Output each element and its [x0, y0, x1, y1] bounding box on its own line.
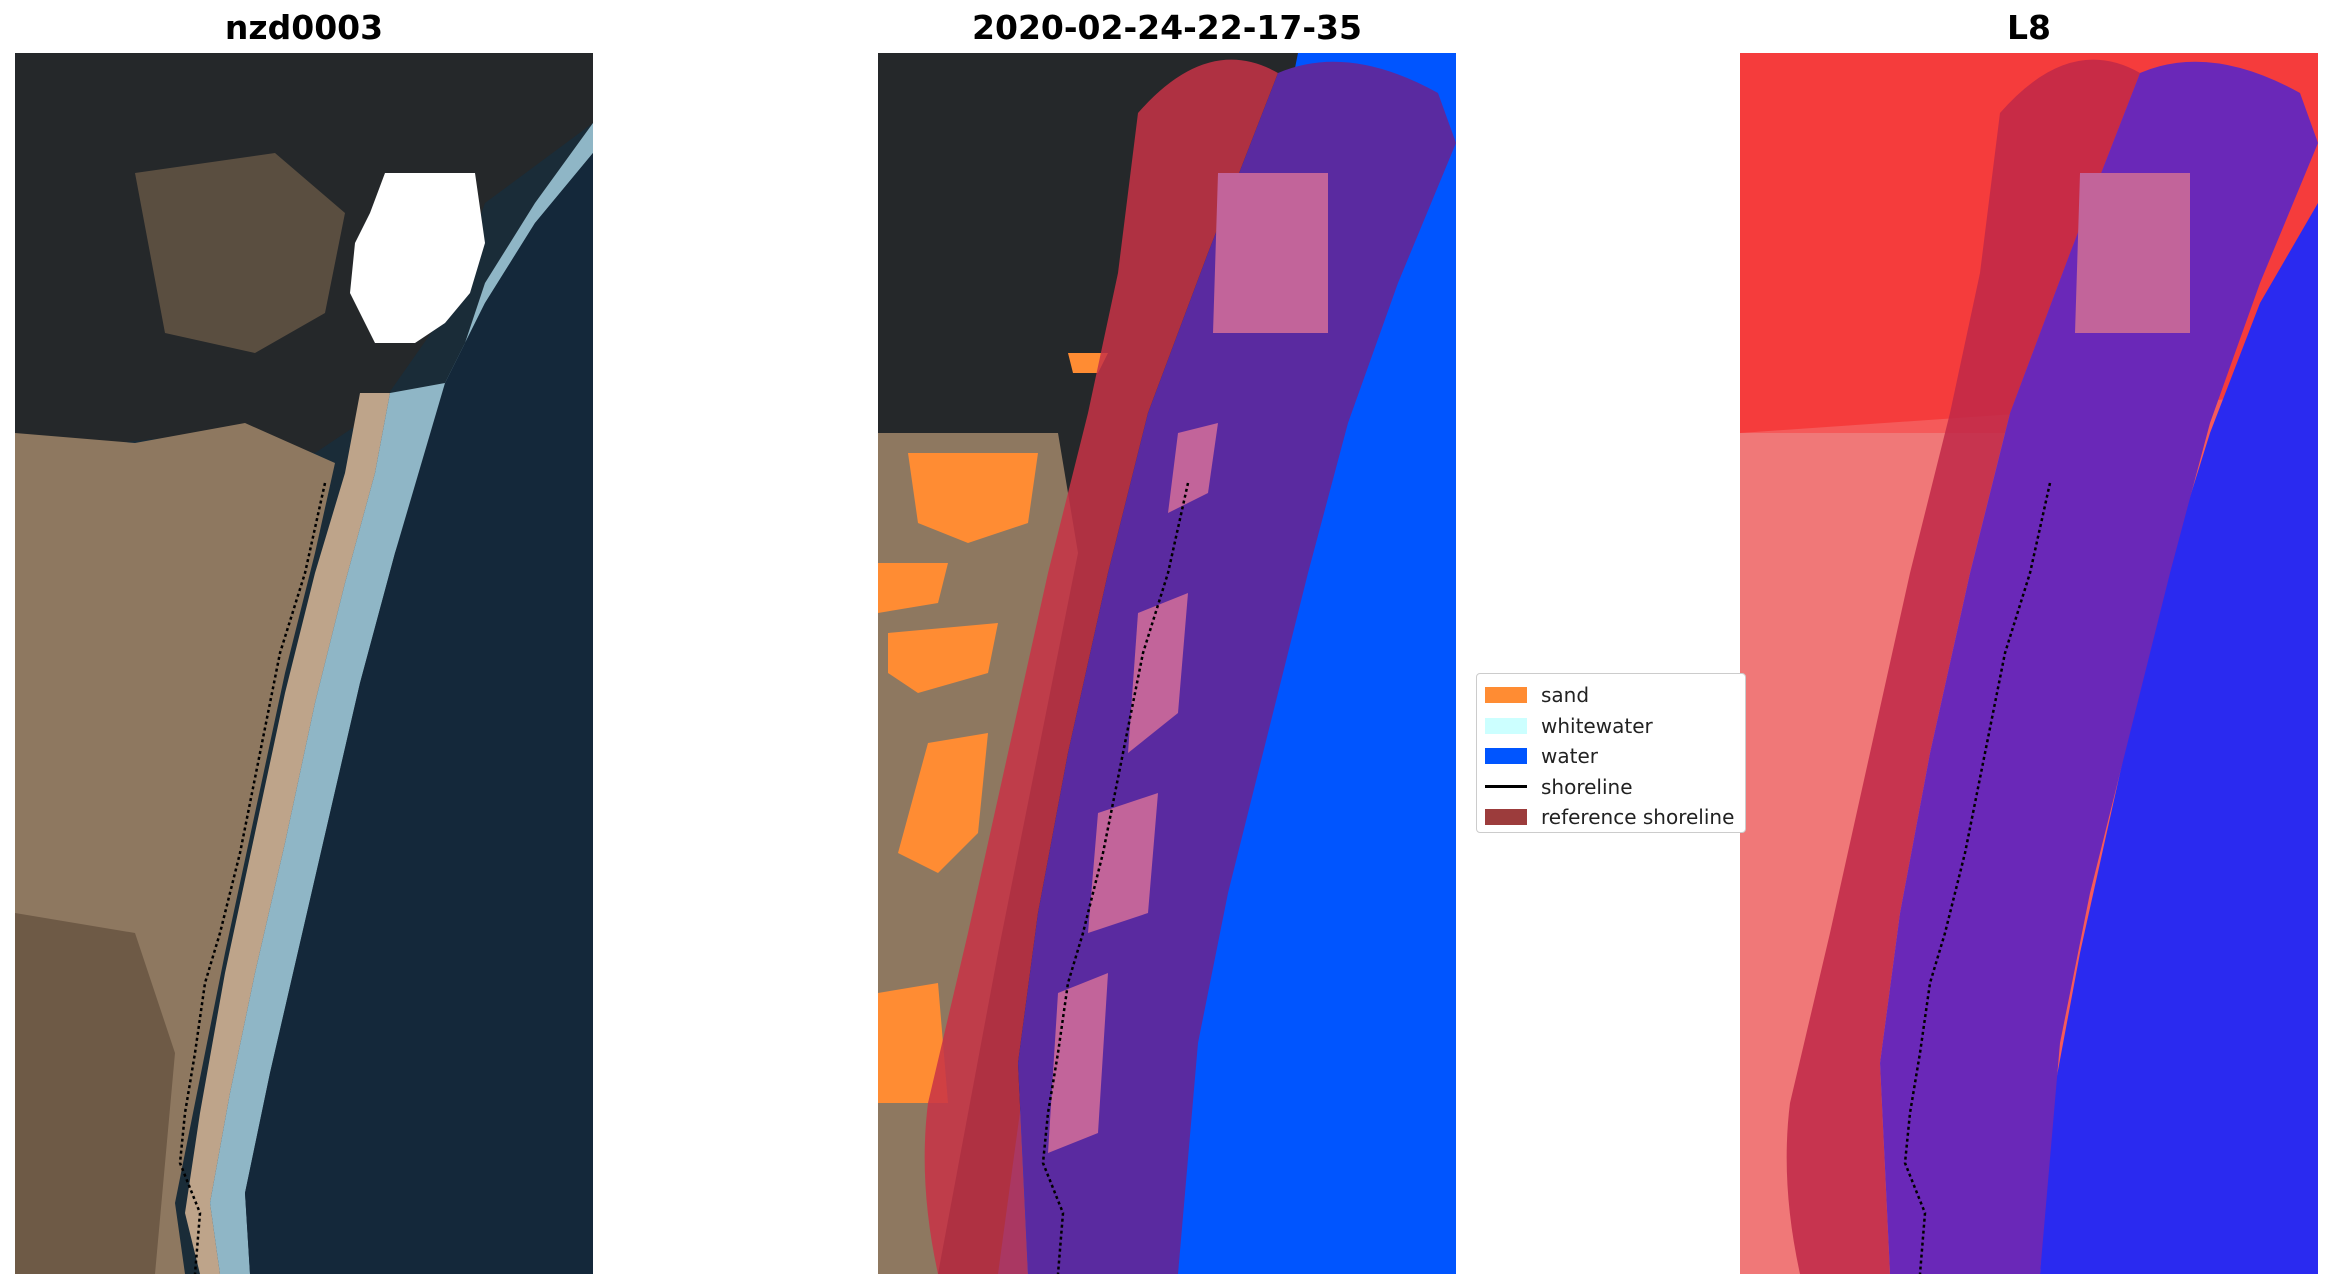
legend-item-reference-shoreline: reference shoreline	[1485, 802, 1737, 833]
legend: sand whitewater water shoreline referenc…	[1476, 673, 1746, 833]
legend-item-sand: sand	[1485, 680, 1737, 711]
panel-title-l8: L8	[2007, 8, 2051, 47]
panel-title-rgb: nzd0003	[224, 8, 384, 47]
legend-label-whitewater: whitewater	[1541, 713, 1653, 738]
legend-item-shoreline: shoreline	[1485, 772, 1737, 803]
legend-swatch-sand	[1485, 687, 1527, 704]
legend-item-water: water	[1485, 741, 1737, 772]
legend-swatch-shoreline	[1485, 785, 1527, 789]
classification-image	[878, 53, 1456, 1274]
legend-swatch-water	[1485, 748, 1527, 765]
legend-item-whitewater: whitewater	[1485, 711, 1737, 742]
panel-rgb: nzd0003	[15, 0, 593, 1283]
legend-label-water: water	[1541, 744, 1598, 769]
legend-label-sand: sand	[1541, 683, 1590, 708]
panel-classification: 2020-02-24-22-17-35	[878, 0, 1456, 1283]
legend-label-shoreline: shoreline	[1541, 774, 1633, 799]
legend-swatch-whitewater	[1485, 717, 1527, 734]
legend-label-reference-shoreline: reference shoreline	[1541, 805, 1735, 830]
panel-title-classification: 2020-02-24-22-17-35	[972, 8, 1362, 47]
legend-swatch-reference-shoreline	[1485, 809, 1527, 826]
rgb-image	[15, 53, 593, 1274]
l8-image	[1740, 53, 2318, 1274]
panel-l8: L8	[1740, 0, 2318, 1283]
